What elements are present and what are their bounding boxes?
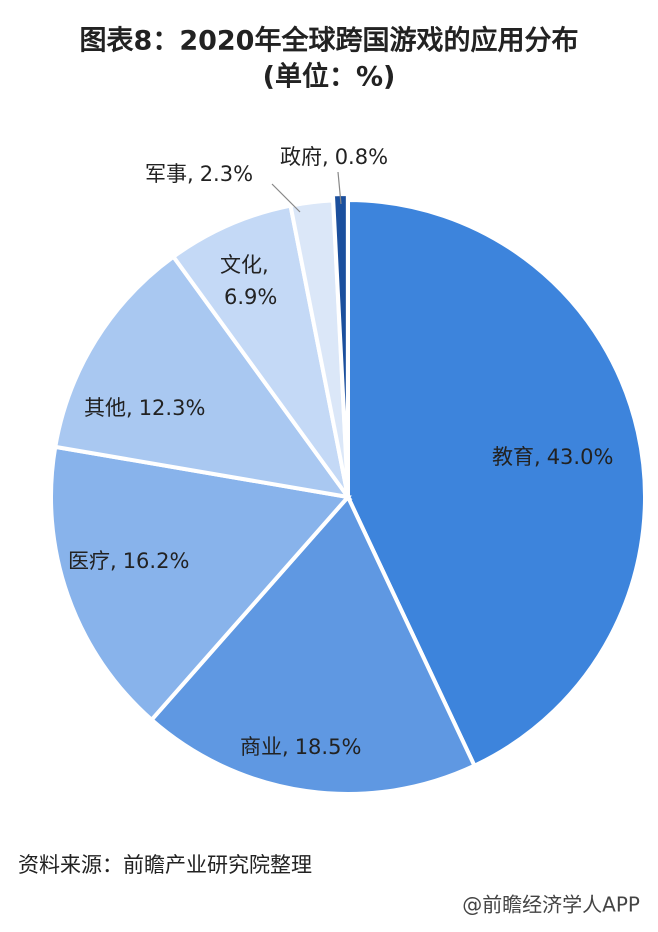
- value-label: 16.2%: [123, 549, 190, 573]
- data-label: 政府, 0.8%: [280, 145, 388, 169]
- value-label: 12.3%: [139, 396, 206, 420]
- category-label: 其他: [84, 396, 126, 420]
- value-label: 6.9%: [224, 285, 277, 309]
- data-label: 文化, 6.9%: [220, 253, 277, 309]
- pie: [49, 192, 647, 796]
- pie-slice: [49, 444, 352, 723]
- label-separator: ,: [187, 162, 194, 186]
- value-label: 43.0%: [547, 445, 614, 469]
- value-label: 18.5%: [295, 735, 362, 759]
- labels: 教育, 43.0%商业, 18.5%医疗, 16.2%其他, 12.3%文化, 6.9%军…: [68, 145, 613, 759]
- label-separator: ,: [282, 735, 289, 759]
- leader-line: [337, 171, 342, 205]
- pie-slice: [148, 493, 478, 796]
- label-separator: ,: [110, 549, 117, 573]
- label-separator: ,: [322, 145, 329, 169]
- value-label: 2.3%: [200, 162, 253, 186]
- pie-slice: [52, 253, 353, 500]
- data-label: 军事, 2.3%: [145, 162, 253, 186]
- footer: @前瞻经济学人APP: [462, 893, 640, 917]
- category-label: 政府: [280, 145, 322, 169]
- pie-slice: [346, 197, 647, 769]
- data-label: 其他, 12.3%: [84, 396, 205, 420]
- label-separator: ,: [262, 253, 269, 277]
- data-label: 商业, 18.5%: [240, 735, 361, 759]
- source: 资料来源：前瞻产业研究院整理: [18, 853, 312, 877]
- category-label: 商业: [240, 735, 282, 759]
- category-label: 医疗: [68, 549, 110, 573]
- chart-title: 图表8：2020年全球跨国游戏的应用分布: [80, 25, 579, 57]
- label-separator: ,: [534, 445, 541, 469]
- category-label: 教育: [492, 445, 534, 469]
- category-label: 文化: [220, 253, 262, 277]
- label-separator: ,: [126, 396, 133, 420]
- data-label: 医疗, 16.2%: [68, 549, 189, 573]
- data-label: 教育, 43.0%: [492, 445, 613, 469]
- chart-subtitle: (单位：%): [263, 61, 396, 93]
- leader-line: [271, 183, 301, 213]
- value-label: 0.8%: [335, 145, 388, 169]
- category-label: 军事: [145, 162, 187, 186]
